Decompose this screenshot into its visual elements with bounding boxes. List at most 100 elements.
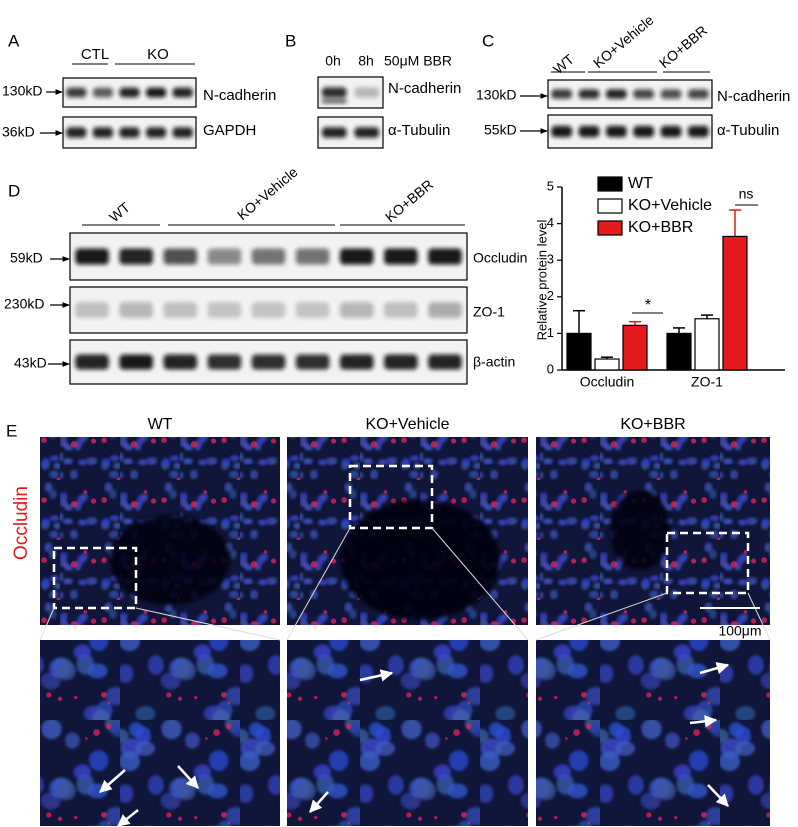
pointer-arrow (309, 791, 329, 813)
label: β-actin (473, 354, 515, 370)
label: N-cadherin (388, 80, 461, 97)
panel-label: B (285, 31, 296, 50)
pointer-arrow (699, 662, 730, 675)
band (66, 87, 87, 98)
label: 8h (358, 53, 374, 69)
label: 59kD (10, 250, 43, 266)
y-tick-label: 1 (547, 325, 554, 340)
band (251, 302, 286, 318)
zoom-line (747, 592, 771, 641)
micrograph-zoom (40, 640, 280, 826)
band (321, 98, 348, 104)
label: 43kD (14, 355, 47, 371)
band (75, 302, 109, 318)
band (75, 354, 109, 370)
label: 55kD (484, 122, 517, 138)
lumen (610, 490, 670, 570)
legend-swatch (597, 220, 623, 236)
band (428, 248, 462, 265)
zoom-line (135, 607, 281, 641)
band (384, 354, 418, 370)
pointer-arrow (99, 769, 126, 793)
label: WT (550, 51, 577, 78)
band (660, 125, 682, 138)
legend-label: KO+Vehicle (628, 197, 712, 214)
band (687, 125, 709, 138)
label: KO+Vehicle (365, 416, 449, 433)
label: α-Tubulin (388, 122, 450, 139)
band (207, 302, 242, 318)
band (633, 89, 655, 99)
band (251, 354, 286, 370)
pointer-arrow (177, 765, 199, 789)
zoom-box (52, 546, 138, 610)
label: KO+BBR (620, 416, 685, 433)
blot (547, 79, 713, 109)
label: 130kD (476, 87, 516, 103)
band (339, 354, 374, 370)
label: KO+Vehicle (234, 163, 301, 223)
band (551, 89, 573, 99)
zoom-line (39, 607, 55, 641)
panel-label: C (482, 31, 494, 50)
bar (722, 235, 748, 371)
band (119, 87, 140, 98)
y-tick-label: 4 (547, 215, 554, 230)
band (428, 354, 462, 370)
label: ZO-1 (473, 304, 505, 320)
bar (666, 332, 692, 371)
label: 100μm (718, 623, 761, 639)
band (119, 354, 153, 370)
pointer-arrow (707, 784, 729, 807)
blot (547, 114, 713, 149)
band (321, 87, 347, 98)
label: 50μM BBR (384, 53, 452, 69)
panel-label: A (8, 31, 20, 50)
band (339, 248, 374, 265)
label: KO+BBR (656, 22, 710, 71)
label: KO+BBR (382, 176, 436, 225)
x-tick-label: Occludin (580, 374, 634, 390)
band (339, 302, 374, 318)
label: 0h (325, 53, 341, 69)
label: GAPDH (203, 122, 256, 139)
annotation: ns (739, 186, 754, 202)
bar (594, 358, 620, 371)
label: 130kD (2, 83, 42, 99)
band (163, 302, 198, 318)
band (605, 89, 627, 99)
band (578, 89, 600, 99)
band (384, 248, 418, 265)
zoom-box (665, 531, 750, 595)
band (66, 127, 87, 138)
band (163, 354, 198, 370)
annotation: * (645, 297, 651, 314)
band (145, 127, 167, 138)
y-tick-label: 3 (547, 252, 554, 267)
label: α-Tubulin (717, 122, 779, 139)
label: KO (147, 46, 169, 63)
panel-label: D (8, 181, 20, 200)
zoom-line (431, 527, 529, 641)
micrograph-zoom (287, 640, 528, 826)
band (145, 87, 167, 98)
band (75, 248, 109, 265)
label: 230kD (4, 296, 44, 312)
label: 36kD (2, 124, 35, 140)
band (384, 302, 418, 318)
zoom-line (535, 592, 668, 641)
bar (694, 318, 720, 371)
band (251, 248, 286, 265)
label: CTL (81, 46, 109, 63)
band (687, 89, 709, 99)
label: Occludin (11, 486, 32, 560)
band (119, 302, 153, 318)
band (163, 248, 198, 265)
band (92, 87, 114, 98)
pointer-arrow (359, 669, 394, 682)
panel-label: E (6, 421, 17, 440)
zoom-box (348, 464, 434, 530)
band (172, 127, 193, 138)
band (172, 87, 193, 98)
